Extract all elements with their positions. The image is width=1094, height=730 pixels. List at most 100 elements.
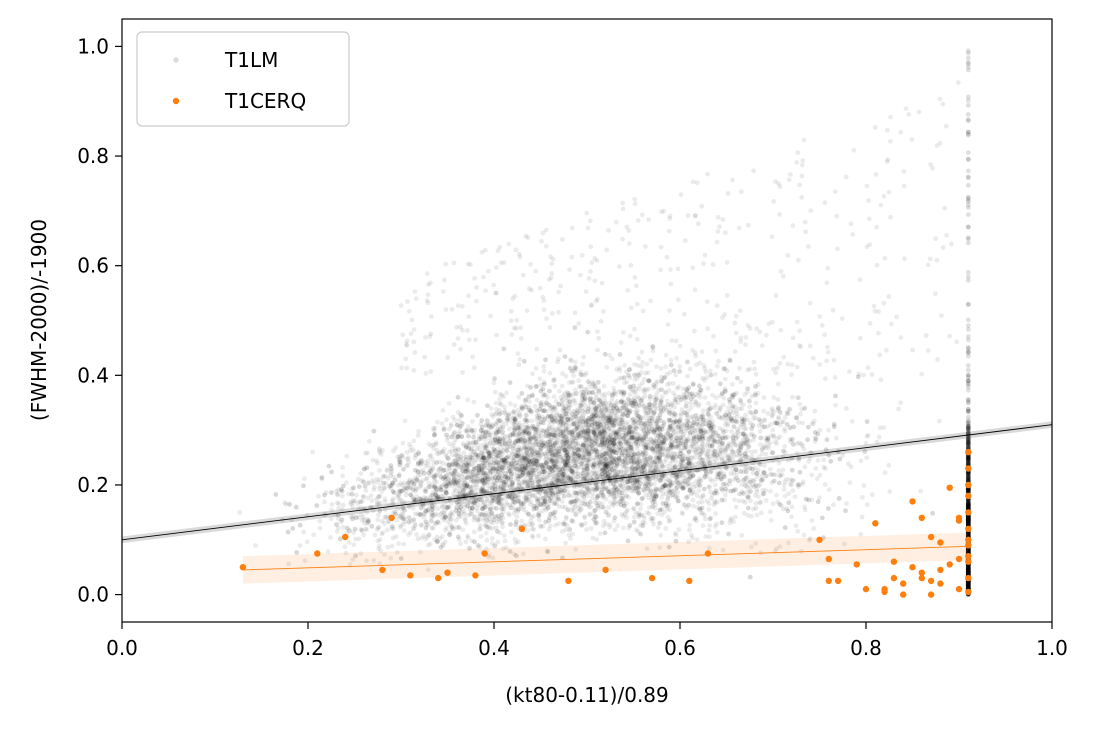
t1lm-point: [590, 535, 596, 541]
t1lm-point: [796, 484, 802, 489]
t1lm-point: [787, 481, 793, 487]
t1lm-point: [692, 447, 698, 453]
t1lm-point: [789, 437, 795, 442]
t1lm-point: [702, 512, 707, 518]
t1lm-point: [599, 453, 605, 459]
t1lm-point: [595, 436, 600, 441]
t1lm-point: [758, 510, 764, 516]
t1lm-point: [601, 383, 607, 389]
t1lm-point: [484, 477, 489, 482]
t1lm-point: [456, 511, 462, 517]
t1lm-point: [627, 392, 633, 397]
t1lm-point: [518, 436, 524, 442]
t1lm-point: [588, 408, 593, 414]
t1lm-point: [427, 541, 433, 547]
t1lm-point: [532, 447, 538, 452]
t1lm-point: [584, 463, 590, 468]
t1lm-point: [455, 434, 460, 440]
t1lm-point: [429, 504, 435, 509]
t1lm-point: [460, 458, 466, 464]
t1lm-point: [453, 448, 459, 454]
t1lm-point: [364, 509, 370, 515]
t1lm-point: [478, 427, 484, 433]
t1lm-point: [646, 386, 652, 392]
t1lm-point: [550, 457, 555, 463]
t1lm-point: [561, 406, 567, 412]
t1lm-point: [673, 532, 679, 538]
t1lm-point: [444, 417, 449, 423]
t1lm-point: [490, 437, 496, 442]
t1lm-point: [577, 482, 583, 488]
t1lm-point: [590, 397, 596, 403]
t1lm-point: [726, 412, 732, 418]
t1lm-point: [795, 395, 800, 401]
t1lm-point: [767, 466, 773, 472]
t1lm-point: [495, 499, 501, 505]
t1lm-point: [486, 450, 492, 456]
t1lm-point: [735, 430, 741, 436]
t1lm-point: [495, 435, 501, 441]
t1lm-point: [482, 464, 487, 470]
t1lm-point: [382, 552, 387, 557]
t1lm-point: [753, 541, 759, 546]
t1lm-point: [541, 368, 547, 374]
t1lm-point: [678, 435, 684, 440]
t1lm-point: [479, 457, 485, 463]
t1lm-point: [660, 464, 666, 470]
t1lm-point: [797, 401, 803, 407]
t1lm-point: [501, 480, 507, 485]
t1lm-point: [388, 473, 393, 478]
t1lm-point: [524, 412, 530, 418]
t1lm-point: [756, 494, 761, 500]
t1lm-point: [453, 458, 458, 463]
t1lm-point: [898, 400, 903, 406]
t1lm-point: [552, 383, 558, 389]
t1lm-point: [700, 494, 706, 500]
t1lm-point: [540, 408, 546, 414]
t1lm-point: [597, 462, 602, 468]
t1lm-point: [647, 402, 653, 408]
t1lm-point: [515, 435, 521, 441]
t1lm-point: [514, 412, 520, 418]
t1lm-point: [641, 464, 647, 470]
t1lm-point: [519, 467, 525, 473]
t1lm-point: [512, 403, 518, 408]
t1lm-point: [539, 472, 545, 478]
t1lm-point: [506, 460, 512, 466]
t1lm-point: [669, 454, 674, 460]
t1lm-point: [720, 445, 726, 450]
t1lm-point: [507, 512, 512, 518]
t1lm-point: [712, 455, 717, 461]
t1lm-point: [690, 473, 695, 479]
t1lm-point: [747, 404, 753, 409]
t1lm-point: [733, 467, 739, 472]
t1lm-point: [569, 465, 575, 471]
t1lm-point: [447, 465, 452, 471]
t1lm-point: [446, 426, 452, 432]
t1lm-point: [534, 438, 540, 444]
t1lm-point: [556, 478, 561, 483]
t1lm-point: [691, 434, 697, 440]
t1lm-point: [513, 438, 519, 444]
t1lm-point: [290, 526, 296, 531]
t1lm-point: [469, 511, 474, 517]
t1lm-point: [623, 469, 628, 474]
t1lm-point: [361, 466, 367, 472]
t1lm-point: [603, 521, 609, 527]
t1lm-point: [665, 382, 670, 388]
t1lm-point: [418, 505, 424, 511]
t1lm-point: [555, 359, 560, 365]
t1lm-point: [504, 440, 510, 446]
t1lm-point: [701, 486, 707, 492]
t1lm-point: [237, 510, 243, 515]
t1lm-point: [443, 527, 448, 533]
t1lm-point: [547, 370, 553, 376]
t1lm-point: [670, 450, 676, 456]
t1lm-point: [474, 508, 480, 514]
t1lm-point: [686, 460, 692, 466]
t1lm-point: [509, 529, 514, 535]
t1lm-point: [613, 378, 619, 384]
t1lm-point: [768, 488, 773, 494]
t1lm-point: [675, 495, 680, 500]
t1lm-point: [586, 379, 591, 384]
